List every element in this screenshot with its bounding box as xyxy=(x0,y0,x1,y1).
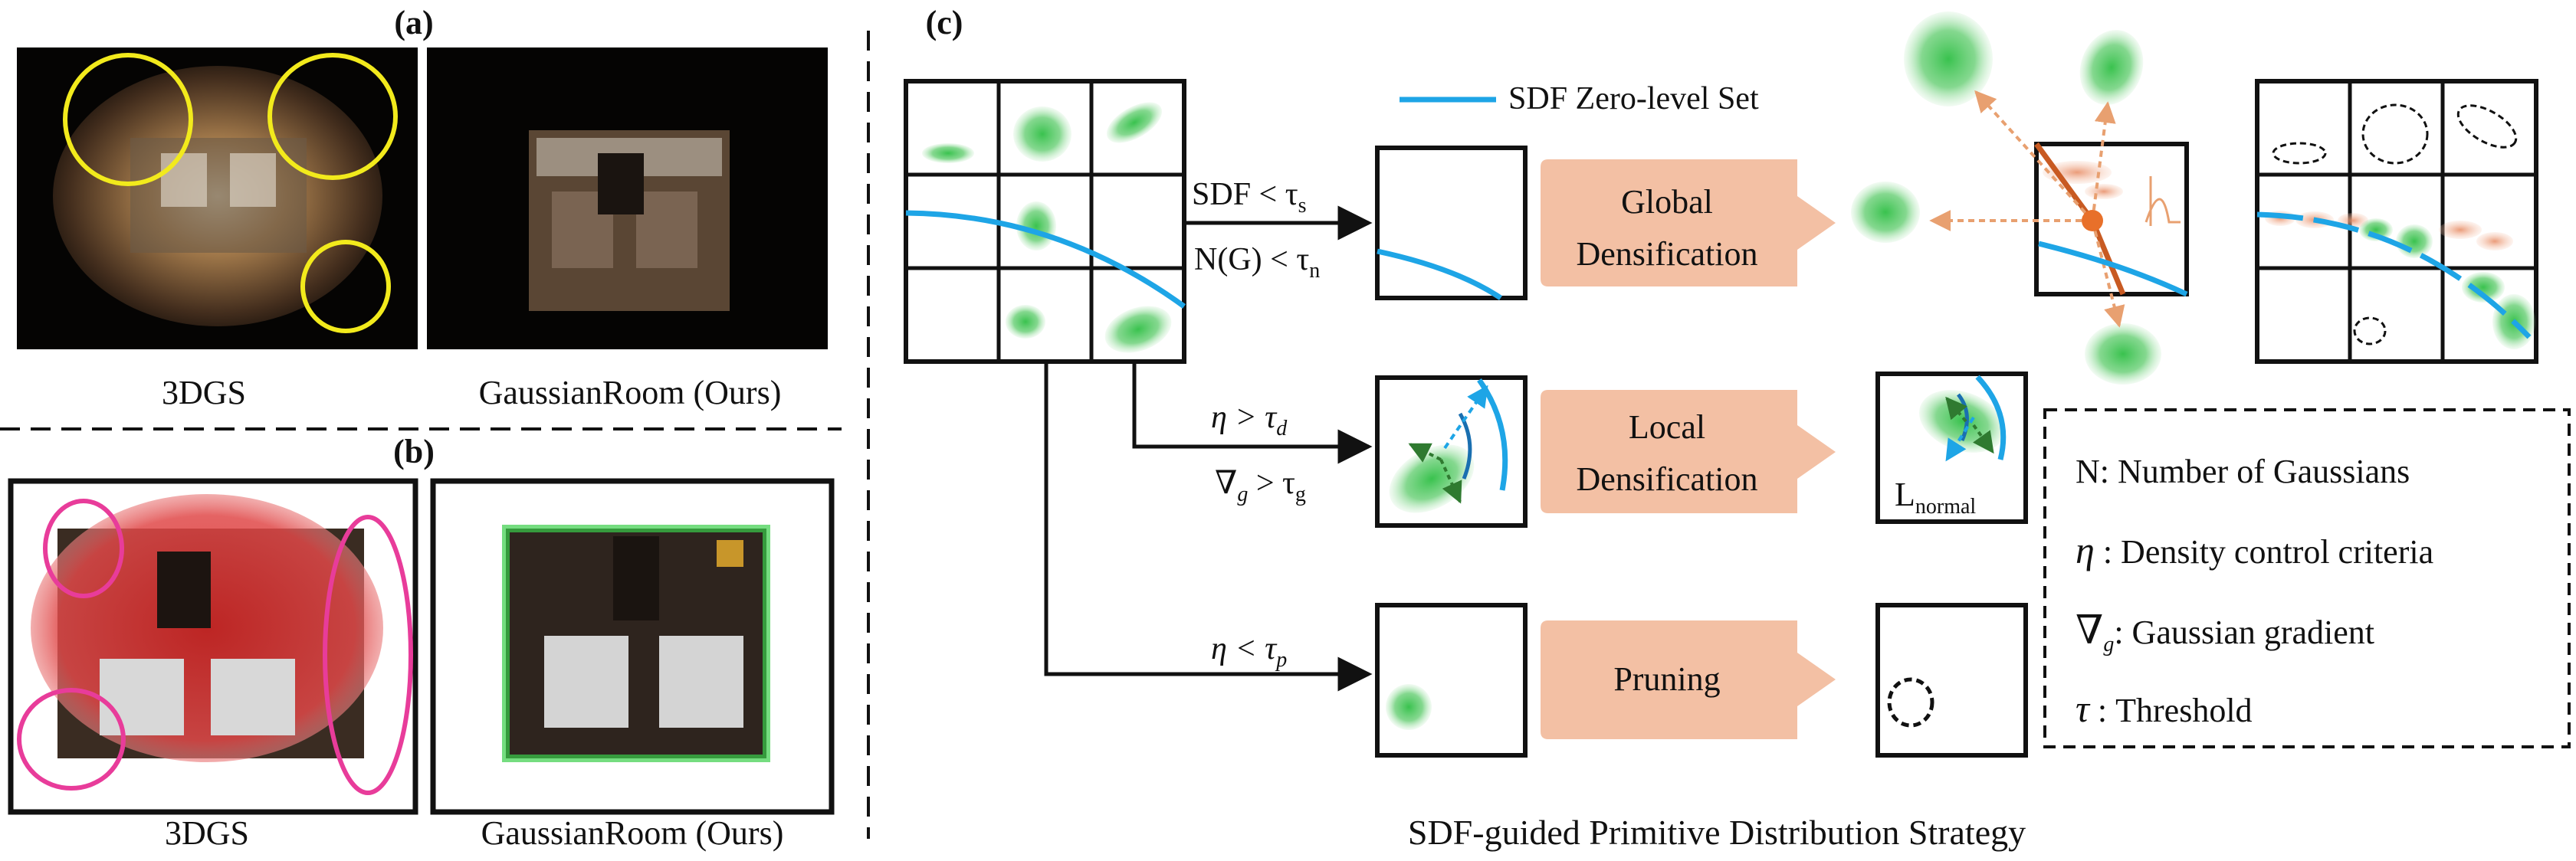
artifact-ellipse xyxy=(323,515,413,795)
artifact-ellipse xyxy=(267,53,398,180)
pruning-label: Pruning xyxy=(1613,660,1720,698)
cond-local-eta: η > τd xyxy=(1211,400,1288,440)
panel-c-label: (c) xyxy=(926,4,963,41)
gaussian-blob xyxy=(1851,182,1920,243)
gaussian-blob xyxy=(2079,30,2144,105)
artifact-ellipse xyxy=(300,240,391,333)
panel-a-3dgs-render xyxy=(17,47,418,349)
panel-c-caption: SDF-guided Primitive Distribution Strate… xyxy=(1408,813,2026,852)
prune-input-cell xyxy=(1375,603,1528,758)
gaussian-blob xyxy=(1016,201,1056,250)
global-label-line2: Densification xyxy=(1576,235,1757,273)
gaussian-blob xyxy=(1104,306,1172,353)
cond-prune: η < τp xyxy=(1211,631,1287,672)
global-input-cell xyxy=(1375,146,1528,300)
gaussian-blob xyxy=(1904,11,1993,106)
panel-b-gaussianroom-render xyxy=(430,478,835,815)
panel-a-gaussianroom-render xyxy=(427,47,828,349)
gaussian-blob xyxy=(2085,323,2161,385)
cond-local-grad: ∇g > τg xyxy=(1215,466,1306,506)
sdf-zero-level-curve xyxy=(2256,211,2532,339)
normal-loss-label: Lnormal xyxy=(1895,476,1976,519)
artifact-ellipse xyxy=(17,688,126,791)
gaussian-blob xyxy=(1013,106,1071,162)
legend-n: N: Number of Gaussians xyxy=(2076,453,2410,490)
local-label-line1: Local xyxy=(1629,408,1705,446)
legend-eta: η : Density control criteria xyxy=(2076,529,2433,571)
prune-result-cell xyxy=(1875,603,2028,758)
sdf-legend-label: SDF Zero-level Set xyxy=(1508,81,1759,116)
cond-global-sdf: SDF < τs xyxy=(1192,177,1307,218)
gaussian-blob xyxy=(2396,224,2433,258)
overview-grid xyxy=(2255,79,2538,364)
panel-b-3dgs-render xyxy=(8,478,418,815)
pruning-block: Pruning xyxy=(1541,620,1836,739)
input-grid xyxy=(904,79,1186,364)
local-label-line2: Densification xyxy=(1576,460,1757,498)
gaussian-blob xyxy=(1386,684,1432,730)
global-densification-block: Global Densification xyxy=(1541,159,1836,286)
panel-b-label: (b) xyxy=(393,433,435,470)
panel-b-right-caption: GaussianRoom (Ours) xyxy=(481,814,784,852)
global-label-line1: Global xyxy=(1621,183,1713,221)
gaussian-blob xyxy=(2359,218,2393,241)
legend-tau: τ : Threshold xyxy=(2076,687,2253,730)
artifact-ellipse xyxy=(43,499,124,598)
global-result-cell xyxy=(1851,11,2189,385)
gaussian-blob xyxy=(922,143,974,163)
legend-grad: ∇g: Gaussian gradient xyxy=(2076,609,2374,656)
local-densification-block: Local Densification xyxy=(1541,390,1836,513)
gaussian-blob xyxy=(1006,305,1045,339)
artifact-ellipse xyxy=(63,53,193,186)
sdf-zero-level-curve xyxy=(905,210,1186,309)
gaussian-blob xyxy=(1106,102,1163,143)
panel-a-left-caption: 3DGS xyxy=(162,374,246,411)
panel-b-left-caption: 3DGS xyxy=(165,814,249,852)
pruned-gaussian xyxy=(1887,677,1934,728)
panel-a-right-caption: GaussianRoom (Ours) xyxy=(479,374,782,411)
local-result-cell: Lnormal xyxy=(1875,372,2028,524)
symbol-legend: N: Number of Gaussians η : Density contr… xyxy=(2043,408,2571,748)
gaussian-blob xyxy=(2462,272,2505,303)
panel-a-label: (a) xyxy=(394,4,433,41)
cond-global-count: N(G) < τn xyxy=(1194,242,1320,283)
local-input-cell xyxy=(1375,375,1528,528)
